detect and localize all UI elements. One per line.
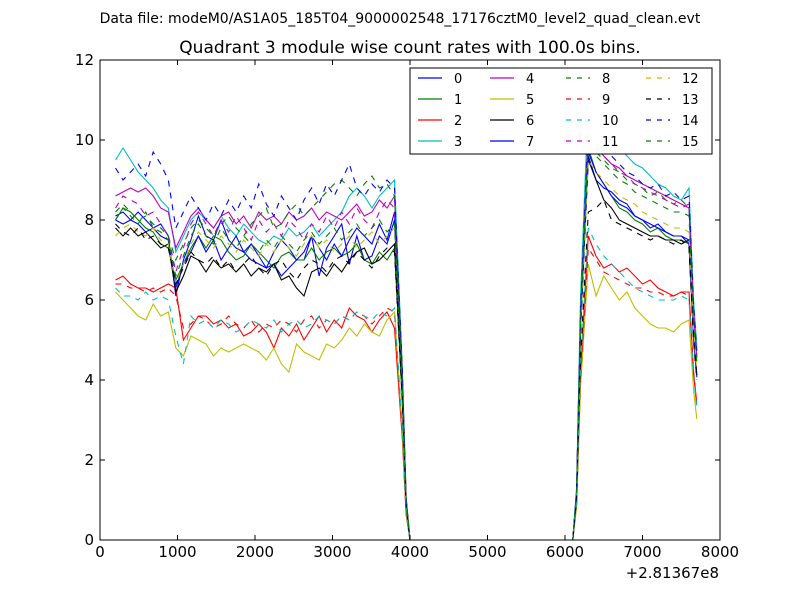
x-tick-label: 5000 [468,543,506,561]
series-line-0 [115,159,698,540]
series-line-6 [115,155,698,540]
legend-frame [409,67,713,155]
legend-label-2: 2 [454,114,462,129]
legend-label-0: 0 [454,72,462,87]
legend-label-8: 8 [602,72,610,87]
series-lines [115,99,698,540]
x-offset-label: +2.81367e8 [626,564,719,582]
series-line-10 [115,227,698,540]
legend-label-14: 14 [682,114,699,129]
x-tick-label: 8000 [701,543,739,561]
series-line-11 [115,127,698,540]
legend-label-1: 1 [454,93,462,108]
legend-label-6: 6 [526,114,534,129]
y-tick-label: 2 [84,451,94,469]
y-tick-label: 12 [75,51,94,69]
legend-label-11: 11 [602,135,619,150]
x-tick-label: 0 [95,543,105,561]
legend-label-15: 15 [682,135,699,150]
y-tick-label: 4 [84,371,94,389]
x-tick-label: 7000 [623,543,661,561]
x-tick-label: 6000 [546,543,584,561]
series-line-14 [115,122,698,540]
x-axis: 0 1000 2000 3000 4000 5000 6000 7000 8000 [95,60,739,561]
legend-label-4: 4 [526,72,534,87]
legend-label-3: 3 [454,135,462,150]
series-line-12 [115,158,698,540]
y-tick-label: 6 [84,291,94,309]
series-line-5 [115,263,698,540]
series-line-2 [115,235,698,540]
series-line-13 [115,199,698,540]
series-line-3 [115,99,698,540]
legend-label-5: 5 [526,93,534,108]
y-tick-label: 10 [75,131,94,149]
x-tick-label: 4000 [391,543,429,561]
chart-title: Quadrant 3 module wise count rates with … [179,38,640,58]
series-line-4 [115,131,698,540]
legend-label-10: 10 [602,114,619,129]
series-line-1 [115,147,698,540]
y-tick-label: 8 [84,211,94,229]
x-tick-label: 2000 [236,543,274,561]
legend-label-13: 13 [682,93,699,108]
x-tick-label: 1000 [158,543,196,561]
x-tick-label: 3000 [313,543,351,561]
series-line-7 [115,151,698,540]
legend-label-7: 7 [526,135,534,150]
legend-label-12: 12 [682,72,699,87]
y-tick-label: 0 [84,531,94,549]
chart-suptitle: Data file: modeM0/AS1A05_185T04_90000025… [100,11,701,27]
legend-label-9: 9 [602,93,610,108]
